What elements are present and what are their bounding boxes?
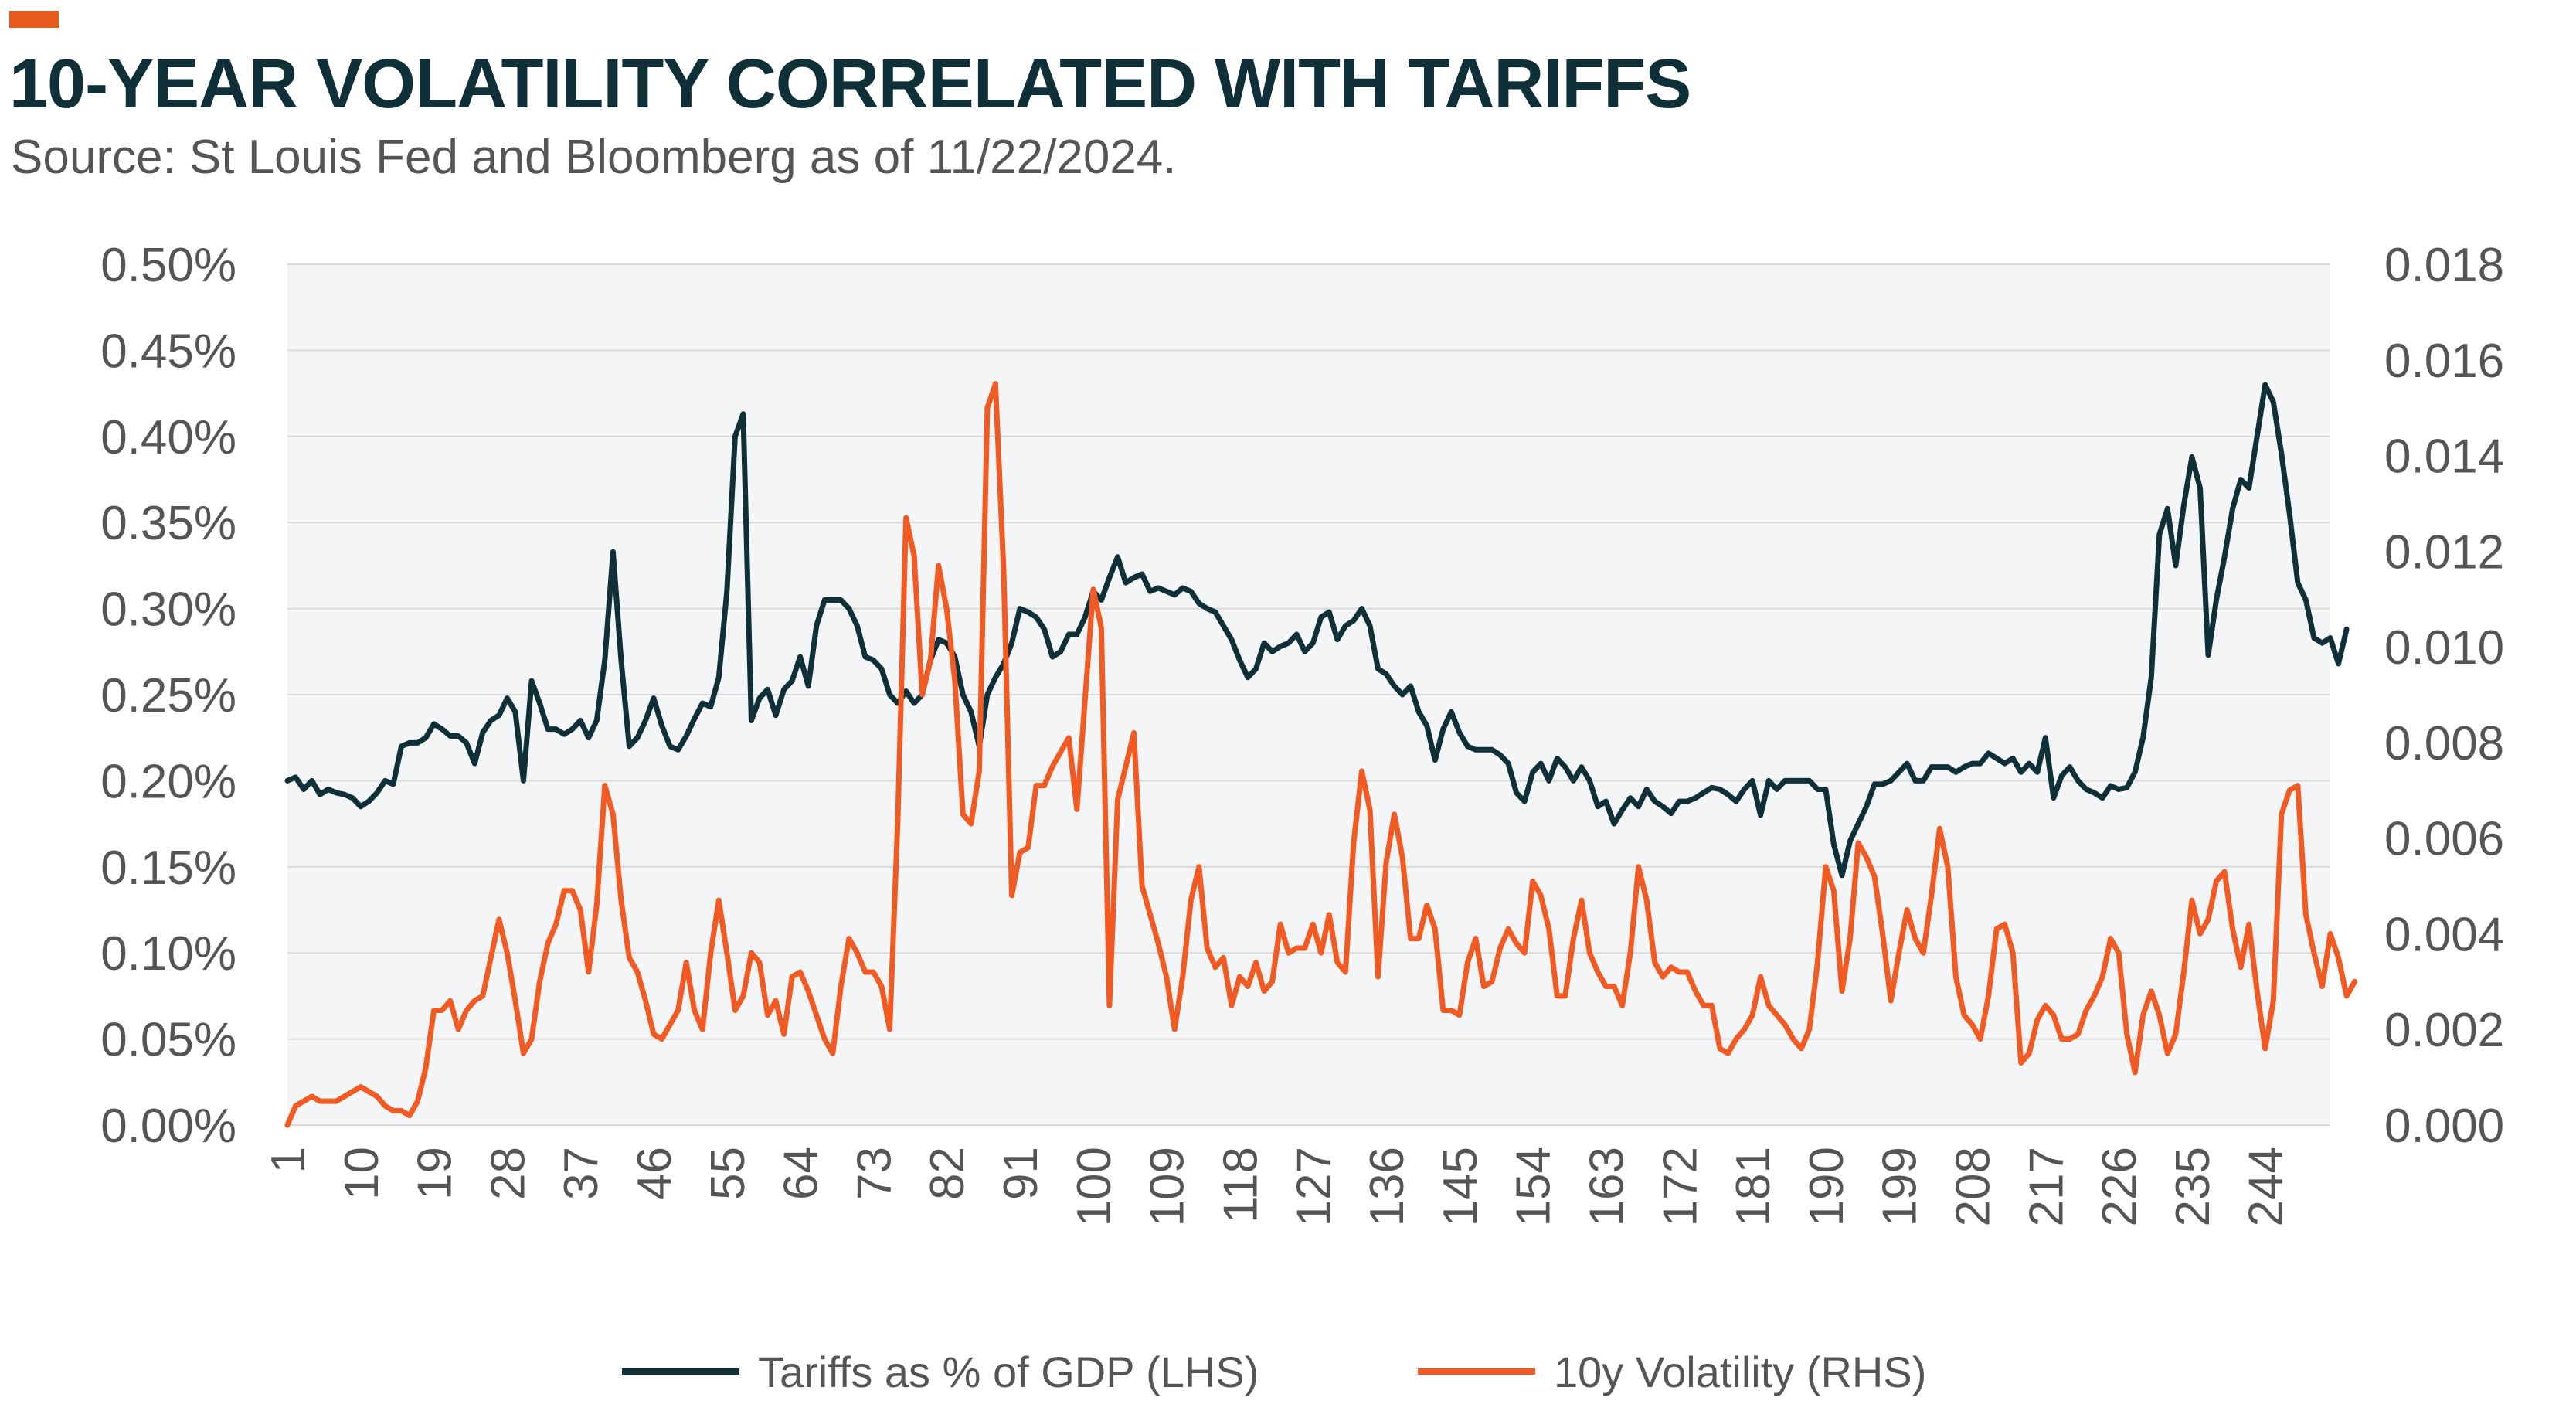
chart-subtitle: Source: St Louis Fed and Bloomberg as of…	[11, 131, 1177, 184]
legend-item-tariffs: Tariffs as % of GDP (LHS)	[622, 1345, 1259, 1399]
left-tick-label: 0.00%	[100, 1100, 236, 1153]
left-tick-label: 0.05%	[100, 1014, 236, 1067]
series-line-tariffs	[284, 382, 2350, 879]
line-chart: 0.00% 0.05% 0.10% 0.15% 0.20% 0.25% 0.30% 0.35%…	[100, 239, 2504, 1226]
x-tick-label: 91	[994, 1147, 1048, 1200]
x-tick-label: 190	[1800, 1147, 1854, 1226]
x-tick-label: 172	[1653, 1147, 1707, 1226]
x-tick-label: 118	[1214, 1147, 1267, 1223]
x-tick-label: 145	[1434, 1147, 1487, 1226]
x-tick-label: 64	[775, 1147, 828, 1200]
left-tick-label: 0.50%	[100, 239, 236, 292]
x-tick-label: 82	[921, 1147, 974, 1200]
right-tick-label: 0.018	[2384, 239, 2504, 292]
left-tick-label: 0.20%	[100, 755, 236, 808]
x-tick-label: 19	[409, 1147, 462, 1200]
chart-title: 10-YEAR VOLATILITY CORRELATED WITH TARIF…	[9, 46, 1691, 123]
left-tick-label: 0.40%	[100, 411, 236, 464]
x-tick-label: 163	[1580, 1147, 1633, 1226]
legend-label-tariffs: Tariffs as % of GDP (LHS)	[758, 1347, 1259, 1396]
x-tick-label: 28	[481, 1147, 535, 1200]
accent-bar	[9, 11, 59, 28]
legend: Tariffs as % of GDP (LHS) 10y Volatility…	[0, 1345, 2576, 1399]
x-tick-label: 109	[1141, 1147, 1195, 1226]
x-tick-label: 208	[1947, 1147, 2000, 1226]
legend-swatch-tariffs	[622, 1368, 739, 1375]
right-tick-label: 0.008	[2384, 717, 2504, 770]
x-tick-label: 244	[2240, 1147, 2293, 1226]
x-tick-label: 1	[262, 1147, 315, 1173]
right-tick-label: 0.000	[2384, 1100, 2504, 1153]
x-tick-label: 136	[1361, 1147, 1414, 1226]
legend-item-volatility: 10y Volatility (RHS)	[1418, 1345, 1926, 1399]
right-tick-label: 0.004	[2384, 908, 2504, 961]
left-tick-label: 0.45%	[100, 325, 236, 378]
left-tick-label: 0.10%	[100, 927, 236, 981]
x-tick-label: 226	[2093, 1147, 2146, 1226]
x-tick-label: 46	[628, 1147, 681, 1200]
x-tick-label: 55	[702, 1147, 755, 1200]
x-tick-label: 181	[1727, 1147, 1780, 1226]
legend-swatch-volatility	[1418, 1368, 1535, 1375]
x-tick-label: 100	[1068, 1147, 1121, 1226]
x-axis-ticks: 1 10 19 28 37 46 55 64 73 82 91 100 109 118 127 136 145 1…	[262, 1147, 2293, 1226]
legend-label-volatility: 10y Volatility (RHS)	[1554, 1347, 1927, 1396]
left-tick-label: 0.30%	[100, 583, 236, 637]
right-tick-label: 0.016	[2384, 335, 2504, 388]
x-tick-label: 73	[848, 1147, 901, 1200]
x-tick-label: 37	[555, 1147, 608, 1200]
right-tick-label: 0.012	[2384, 525, 2504, 579]
x-tick-label: 154	[1507, 1147, 1561, 1226]
right-tick-label: 0.006	[2384, 813, 2504, 866]
left-tick-label: 0.15%	[100, 841, 236, 895]
left-axis-ticks: 0.00% 0.05% 0.10% 0.15% 0.20% 0.25% 0.30% 0.35%…	[100, 239, 236, 1153]
left-tick-label: 0.35%	[100, 497, 236, 550]
left-tick-label: 0.25%	[100, 669, 236, 722]
series-line-volatility	[284, 381, 2358, 1128]
x-tick-label: 217	[2020, 1147, 2073, 1226]
x-tick-label: 10	[335, 1147, 389, 1200]
right-tick-label: 0.002	[2384, 1004, 2504, 1057]
right-tick-label: 0.010	[2384, 621, 2504, 675]
right-axis-ticks: 0.000 0.002 0.004 0.006 0.008 0.010 0.012 0.014…	[2384, 239, 2504, 1153]
x-tick-label: 235	[2166, 1147, 2220, 1226]
x-tick-label: 127	[1287, 1147, 1341, 1226]
x-tick-label: 199	[1874, 1147, 1927, 1226]
right-tick-label: 0.014	[2384, 430, 2504, 484]
